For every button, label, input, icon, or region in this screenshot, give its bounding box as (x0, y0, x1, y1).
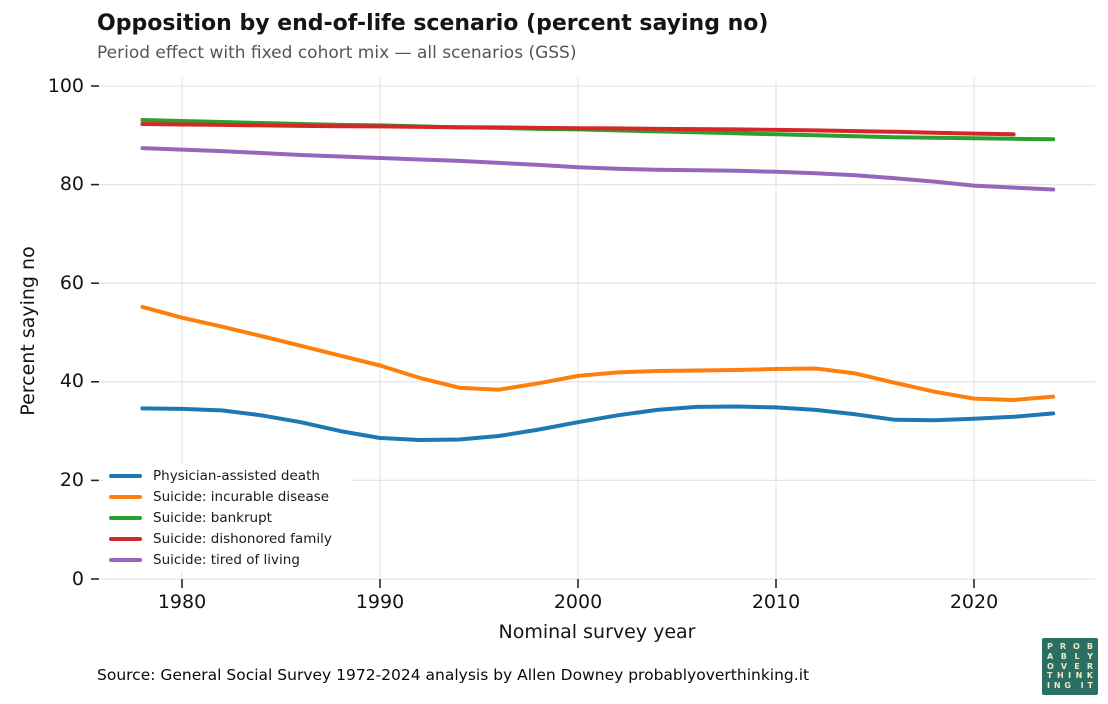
chart-subtitle: Period effect with fixed cohort mix — al… (97, 43, 577, 63)
x-tick-label: 1990 (355, 591, 405, 613)
legend-item: Suicide: tired of living (103, 550, 351, 570)
x-tick-label: 2000 (553, 591, 603, 613)
series-line-suicide-tired-of-living (140, 146, 1056, 192)
y-tick-label: 100 (47, 74, 84, 97)
y-tick-label: 20 (59, 468, 84, 491)
y-tick-label: 0 (71, 567, 84, 590)
y-tick-label: 60 (59, 271, 84, 294)
x-tick-label: 2010 (751, 591, 801, 613)
source-note: Source: General Social Survey 1972-2024 … (97, 666, 810, 684)
legend-item: Suicide: dishonored family (103, 529, 351, 549)
x-axis-label: Nominal survey year (498, 621, 696, 643)
legend-swatch (109, 558, 142, 562)
chart-title: Opposition by end-of-life scenario (perc… (97, 11, 769, 36)
x-tick-label: 2020 (949, 591, 999, 613)
series-line-physician-assisted-death (140, 404, 1056, 442)
legend: Physician-assisted death Suicide: incurab… (103, 464, 351, 572)
legend-label: Suicide: tired of living (153, 552, 300, 568)
legend-label: Suicide: incurable disease (153, 489, 330, 505)
x-tick-label: 1980 (157, 591, 207, 613)
legend-item: Suicide: bankrupt (103, 508, 351, 528)
legend-label: Suicide: bankrupt (153, 510, 272, 526)
y-axis-label: Percent saying no (17, 246, 39, 416)
legend-swatch (109, 495, 142, 499)
legend-label: Suicide: dishonored family (153, 531, 332, 547)
legend-swatch (109, 516, 142, 520)
legend-swatch (109, 474, 142, 478)
legend-item: Suicide: incurable disease (103, 487, 351, 507)
y-tick-label: 80 (59, 173, 84, 196)
series-line-suicide-dishonored-family (140, 122, 1016, 137)
series-line-suicide-incurable-disease (140, 304, 1056, 402)
legend-item: Physician-assisted death (103, 466, 351, 486)
legend-label: Physician-assisted death (153, 468, 320, 484)
y-tick-label: 40 (59, 370, 84, 393)
legend-swatch (109, 537, 142, 541)
